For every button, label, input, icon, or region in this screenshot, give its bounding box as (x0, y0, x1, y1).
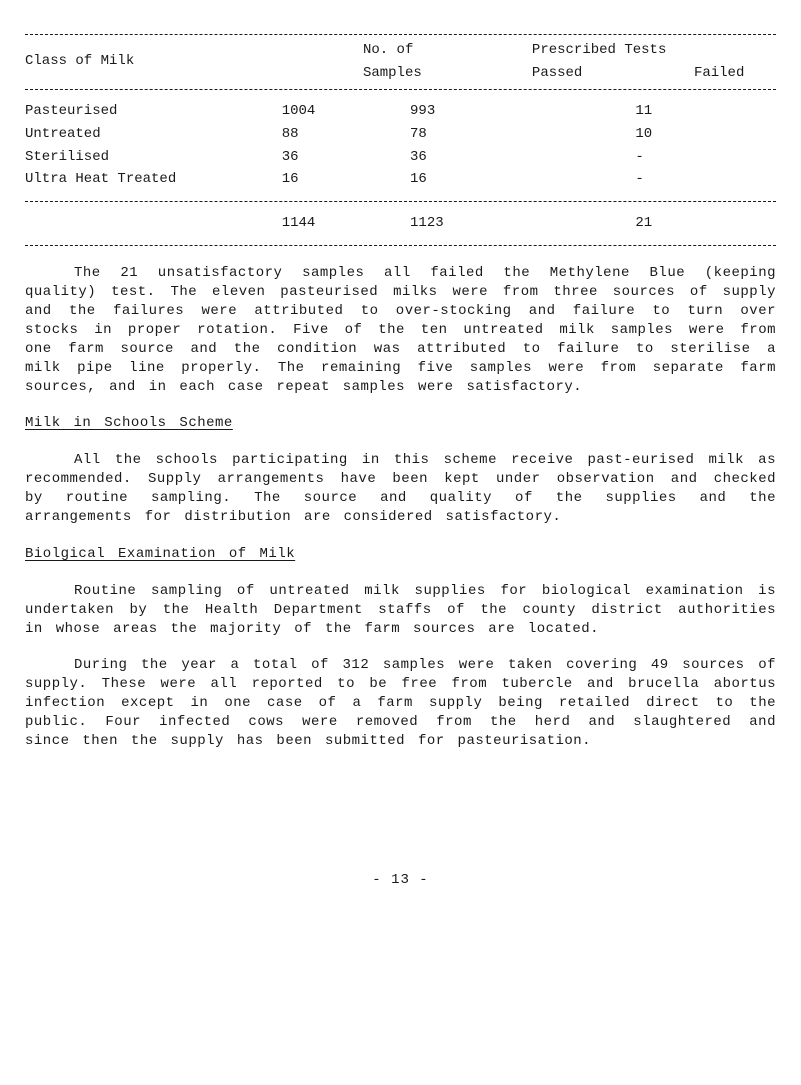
header-tests: Prescribed Tests (532, 39, 776, 62)
header-passed: Passed (532, 62, 654, 85)
cell-passed: 993 (410, 100, 595, 123)
cell-class: Sterilised (25, 146, 282, 169)
cell-class: Untreated (25, 123, 282, 146)
cell-failed: - (595, 168, 776, 191)
cell-no: 36 (282, 146, 410, 169)
header-no-line2: Samples (363, 62, 532, 85)
total-passed: 1123 (410, 212, 595, 235)
section-heading-milk-schools: Milk in Schools Scheme (25, 414, 776, 433)
cell-passed: 16 (410, 168, 595, 191)
table-row: Ultra Heat Treated 16 16 - (25, 168, 776, 191)
rule-before-totals (25, 201, 776, 202)
section-heading-biological: Biolgical Examination of Milk (25, 545, 776, 564)
header-failed: Failed (654, 62, 776, 85)
page-number: - 13 - (25, 871, 776, 890)
totals-row: 1144 1123 21 (25, 212, 776, 235)
cell-failed: 10 (595, 123, 776, 146)
cell-class: Ultra Heat Treated (25, 168, 282, 191)
header-class: Class of Milk (25, 39, 363, 85)
cell-failed: 11 (595, 100, 776, 123)
milk-table-totals: 1144 1123 21 (25, 212, 776, 235)
milk-table: Class of Milk No. of Prescribed Tests Sa… (25, 39, 776, 85)
cell-no: 88 (282, 123, 410, 146)
milk-table-body: Pasteurised 1004 993 11 Untreated 88 78 … (25, 100, 776, 192)
header-row-1: Class of Milk No. of Prescribed Tests (25, 39, 776, 62)
cell-passed: 36 (410, 146, 595, 169)
total-failed: 21 (595, 212, 776, 235)
section-title-text: Biolgical Examination of Milk (25, 546, 295, 562)
rule-top (25, 34, 776, 35)
paragraph-3: Routine sampling of untreated milk suppl… (25, 582, 776, 639)
paragraph-2: All the schools participating in this sc… (25, 451, 776, 527)
cell-no: 16 (282, 168, 410, 191)
rule-after-totals (25, 245, 776, 246)
paragraph-1: The 21 unsatisfactory samples all failed… (25, 264, 776, 396)
table-row: Pasteurised 1004 993 11 (25, 100, 776, 123)
document-page: Class of Milk No. of Prescribed Tests Sa… (25, 34, 776, 890)
total-no: 1144 (282, 212, 410, 235)
rule-after-header (25, 89, 776, 90)
table-row: Sterilised 36 36 - (25, 146, 776, 169)
cell-no: 1004 (282, 100, 410, 123)
header-no-line1: No. of (363, 39, 532, 62)
table-row: Untreated 88 78 10 (25, 123, 776, 146)
section-title-text: Milk in Schools Scheme (25, 415, 233, 431)
cell-blank (25, 212, 282, 235)
paragraph-4: During the year a total of 312 samples w… (25, 656, 776, 750)
cell-passed: 78 (410, 123, 595, 146)
cell-class: Pasteurised (25, 100, 282, 123)
cell-failed: - (595, 146, 776, 169)
